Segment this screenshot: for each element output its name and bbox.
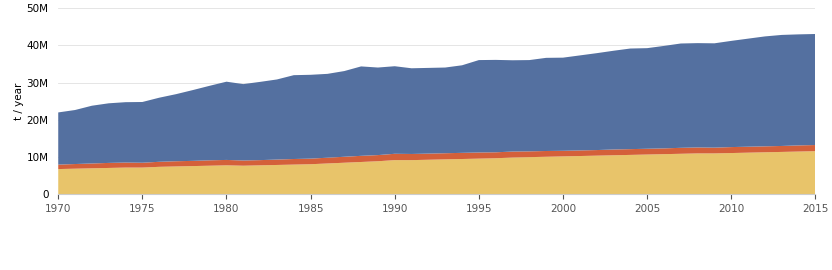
- Y-axis label: t / year: t / year: [14, 83, 24, 120]
